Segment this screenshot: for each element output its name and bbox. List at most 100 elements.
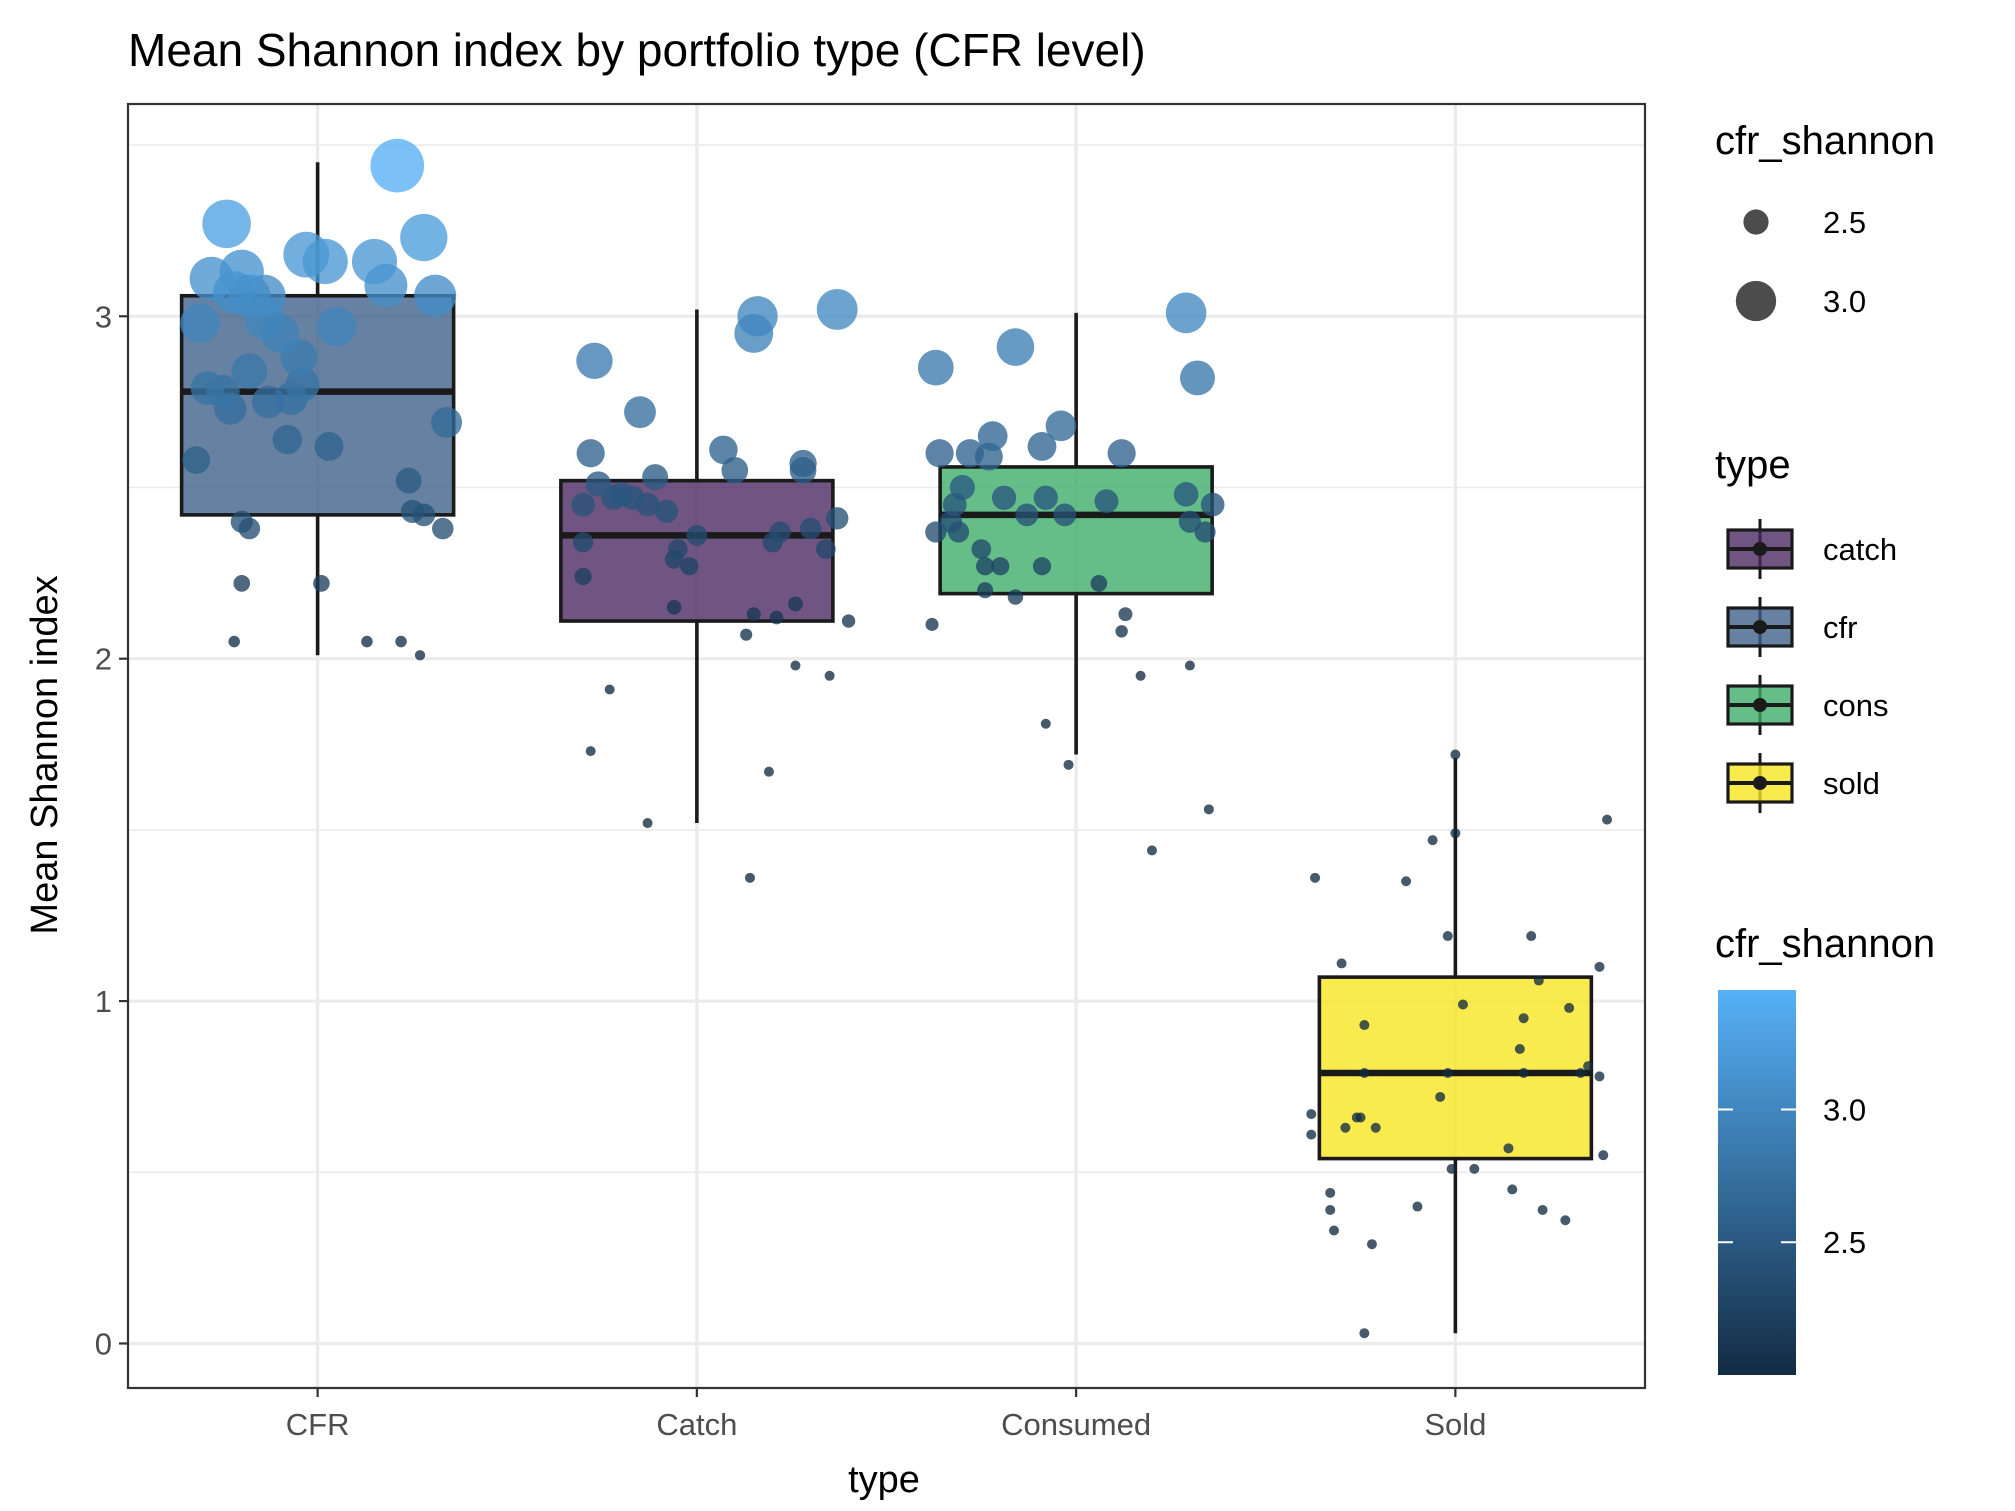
- type-legend-point: [1753, 620, 1767, 634]
- data-point: [351, 238, 398, 285]
- data-point: [709, 435, 738, 465]
- colorbar: 2.5 3.0: [1718, 990, 1866, 1375]
- data-point: [841, 614, 856, 628]
- y-tick-label: 3: [95, 299, 112, 334]
- data-point: [1340, 1122, 1351, 1133]
- data-point: [228, 635, 240, 648]
- data-point: [744, 872, 755, 883]
- data-point: [272, 424, 302, 455]
- data-point: [1359, 1067, 1370, 1078]
- data-point: [400, 213, 448, 262]
- data-point: [190, 371, 225, 406]
- type-legend-item-cfr: cfr: [1726, 597, 1857, 657]
- data-point: [1325, 1187, 1336, 1198]
- data-point: [977, 582, 994, 599]
- data-point: [991, 557, 1010, 576]
- colorbar-gradient: [1718, 990, 1796, 1375]
- data-point: [230, 510, 253, 533]
- data-point: [1355, 1112, 1366, 1123]
- data-point: [576, 439, 605, 468]
- data-point: [316, 306, 357, 347]
- data-point: [769, 521, 791, 543]
- data-point: [769, 610, 784, 625]
- data-point: [400, 499, 424, 523]
- data-point: [624, 396, 656, 429]
- data-point: [1135, 670, 1146, 681]
- data-point: [585, 471, 612, 497]
- data-point: [571, 492, 595, 517]
- data-point: [686, 524, 708, 546]
- data-point: [1583, 1061, 1594, 1072]
- data-point: [1401, 876, 1412, 887]
- data-point: [1107, 439, 1136, 468]
- data-point: [1518, 1013, 1529, 1024]
- data-point: [1598, 1150, 1609, 1161]
- data-point: [1457, 999, 1468, 1010]
- data-point: [1370, 1122, 1381, 1133]
- data-point: [1450, 828, 1461, 839]
- plot-panel: [126, 102, 1647, 1390]
- type-legend-title: type: [1715, 443, 1791, 487]
- type-legend-label: cfr: [1823, 610, 1857, 645]
- data-point: [1053, 503, 1077, 527]
- data-point: [1184, 660, 1195, 671]
- data-point: [949, 474, 975, 501]
- data-point: [1032, 557, 1052, 576]
- data-point: [180, 303, 220, 344]
- data-point: [1507, 1184, 1518, 1195]
- data-point: [370, 138, 425, 193]
- colorbar-tick-label: 2.5: [1823, 1225, 1866, 1260]
- data-point: [1359, 1328, 1370, 1339]
- y-tick-label: 0: [95, 1326, 112, 1361]
- data-point: [1063, 759, 1074, 770]
- type-legend-point: [1753, 542, 1767, 556]
- size-legend-label: 3.0: [1823, 284, 1866, 319]
- data-point: [1015, 503, 1039, 527]
- panel-border: [126, 102, 1647, 1390]
- data-point: [1033, 485, 1058, 510]
- data-point: [1200, 492, 1225, 517]
- box-iqr: [1317, 975, 1594, 1161]
- colorbar-title: cfr_shannon: [1715, 922, 1935, 966]
- data-point: [1594, 961, 1605, 972]
- size-legend-key: [1743, 209, 1769, 235]
- data-point: [1450, 749, 1461, 760]
- data-point: [1533, 975, 1544, 986]
- size-legend: 2.5 3.0: [1735, 205, 1866, 322]
- data-point: [1203, 804, 1214, 815]
- data-point: [202, 199, 251, 249]
- data-point: [1045, 410, 1077, 442]
- data-point: [231, 353, 268, 389]
- type-legend-label: catch: [1823, 532, 1897, 567]
- data-point: [655, 499, 679, 523]
- y-axis-title: Mean Shannon index: [24, 575, 66, 934]
- data-point: [666, 600, 682, 615]
- data-point: [395, 635, 407, 648]
- data-point: [1564, 1002, 1575, 1013]
- data-point: [799, 517, 822, 540]
- data-point: [1469, 1163, 1480, 1174]
- data-point: [182, 446, 211, 474]
- data-point: [1329, 1225, 1340, 1236]
- data-point: [790, 660, 801, 671]
- data-point: [1115, 625, 1128, 638]
- data-point: [642, 818, 653, 829]
- data-point: [395, 467, 422, 494]
- data-point: [1306, 1109, 1317, 1120]
- data-point: [1526, 931, 1537, 942]
- data-point: [825, 507, 849, 530]
- type-legend-label: sold: [1823, 766, 1880, 801]
- data-point: [1027, 431, 1057, 461]
- data-point: [432, 517, 454, 540]
- data-point: [1366, 1239, 1377, 1250]
- size-legend-title: cfr_shannon: [1715, 119, 1935, 163]
- data-point: [917, 349, 954, 386]
- data-point: [233, 575, 251, 592]
- data-point: [1306, 1129, 1317, 1140]
- data-point: [1146, 845, 1157, 856]
- data-points: [180, 138, 1613, 1339]
- data-point: [608, 482, 634, 507]
- data-point: [585, 746, 596, 757]
- data-point: [991, 485, 1017, 510]
